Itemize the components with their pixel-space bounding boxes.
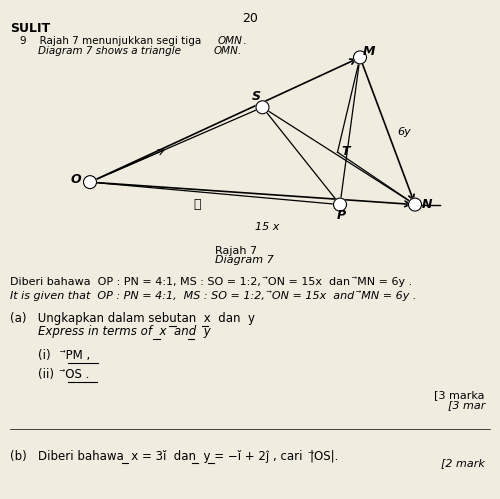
Circle shape (408, 198, 422, 211)
Circle shape (354, 51, 366, 64)
Text: [2 mark: [2 mark (441, 458, 485, 468)
Text: (a)   Ungkapkan dalam sebutan  x  dan  y: (a) Ungkapkan dalam sebutan x dan y (10, 312, 255, 325)
Circle shape (334, 198, 346, 211)
Text: 6y: 6y (398, 127, 411, 137)
Text: (ii)   ⃗OS .: (ii) ⃗OS . (38, 368, 89, 381)
Circle shape (256, 101, 269, 114)
Text: N: N (421, 198, 432, 211)
Text: 9    Rajah 7 menunjukkan segi tiga: 9 Rajah 7 menunjukkan segi tiga (20, 36, 204, 46)
Text: [3 mar: [3 mar (448, 400, 485, 410)
Text: OMN: OMN (214, 46, 239, 56)
Text: .: . (237, 46, 240, 56)
Text: M: M (362, 45, 375, 58)
Text: [3 marka: [3 marka (434, 390, 485, 400)
Text: (i)    ⃗PM ,: (i) ⃗PM , (38, 349, 90, 362)
Text: S: S (252, 90, 261, 103)
Text: (b)   Diberi bahawa  x = 3ĭ  dan  y = −ĭ + 2ĵ , cari  |⃗OS|.: (b) Diberi bahawa x = 3ĭ dan y = −ĭ + 2ĵ… (10, 450, 338, 463)
Text: O: O (70, 173, 82, 186)
Text: OMN: OMN (218, 36, 243, 46)
Text: 15 x: 15 x (255, 222, 280, 232)
Text: Express in terms of  x  and  y: Express in terms of x and y (38, 325, 210, 338)
Text: Diberi bahawa  OP : PN = 4:1, MS : SO = 1:2,  ⃗ON = 15x  dan  ⃗MN = 6y .: Diberi bahawa OP : PN = 4:1, MS : SO = 1… (10, 277, 412, 287)
Text: 20: 20 (242, 12, 258, 25)
Text: T: T (342, 145, 350, 158)
Text: .: . (242, 36, 246, 46)
Text: ⓔ: ⓔ (194, 198, 201, 211)
Text: SULIT: SULIT (10, 22, 50, 35)
Text: Diagram 7: Diagram 7 (215, 255, 274, 265)
Circle shape (84, 176, 96, 189)
Text: It is given that  OP : PN = 4:1,  MS : SO = 1:2,  ⃗ON = 15x  and  ⃗MN = 6y .: It is given that OP : PN = 4:1, MS : SO … (10, 290, 416, 301)
Text: Rajah 7: Rajah 7 (215, 246, 257, 255)
Text: Diagram 7 shows a triangle: Diagram 7 shows a triangle (38, 46, 184, 56)
Text: P: P (337, 209, 346, 222)
